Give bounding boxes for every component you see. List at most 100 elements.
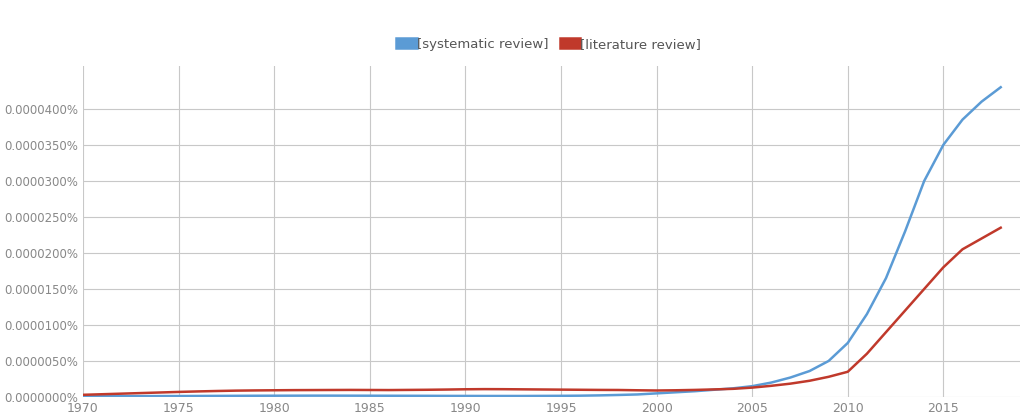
[systematic review] [765, 380, 777, 385]
[systematic review] [498, 393, 510, 398]
[literature review] [154, 390, 166, 395]
[literature review] [364, 388, 376, 393]
[literature review] [115, 391, 127, 396]
[literature review] [459, 387, 471, 392]
[systematic review] [191, 393, 204, 398]
[literature review] [784, 381, 797, 386]
[literature review] [211, 388, 223, 393]
[systematic review] [956, 117, 969, 122]
[systematic review] [478, 393, 490, 398]
[systematic review] [822, 358, 835, 363]
[systematic review] [383, 393, 395, 398]
Legend: [systematic review], [literature review]: [systematic review], [literature review] [396, 32, 707, 56]
[systematic review] [401, 393, 414, 398]
[literature review] [899, 308, 911, 313]
[literature review] [727, 386, 739, 391]
[literature review] [478, 387, 490, 392]
[systematic review] [115, 393, 127, 398]
[systematic review] [937, 142, 949, 147]
[systematic review] [459, 393, 471, 398]
[systematic review] [555, 393, 567, 398]
[systematic review] [842, 340, 854, 345]
[literature review] [555, 387, 567, 392]
[literature review] [937, 265, 949, 270]
Line: [literature review]: [literature review] [83, 228, 1000, 395]
[literature review] [401, 388, 414, 393]
[literature review] [383, 388, 395, 393]
[systematic review] [746, 384, 759, 389]
[literature review] [746, 385, 759, 390]
[literature review] [249, 388, 261, 393]
[literature review] [134, 391, 146, 396]
[systematic review] [364, 393, 376, 398]
[literature review] [919, 287, 931, 292]
Line: [systematic review]: [systematic review] [83, 87, 1000, 396]
[literature review] [344, 388, 356, 393]
[literature review] [708, 387, 720, 392]
[systematic review] [172, 393, 184, 398]
[literature review] [536, 387, 548, 392]
[literature review] [498, 387, 510, 392]
[systematic review] [861, 312, 873, 317]
[systematic review] [994, 85, 1007, 90]
[systematic review] [421, 393, 433, 398]
[systematic review] [632, 392, 644, 397]
[systematic review] [249, 393, 261, 398]
[literature review] [229, 388, 242, 393]
[systematic review] [211, 393, 223, 398]
[systematic review] [784, 375, 797, 380]
[systematic review] [326, 393, 338, 398]
[systematic review] [612, 393, 625, 398]
[literature review] [268, 388, 281, 393]
[literature review] [287, 388, 299, 393]
[systematic review] [229, 393, 242, 398]
[literature review] [994, 225, 1007, 230]
[systematic review] [96, 394, 109, 399]
[literature review] [842, 369, 854, 374]
[literature review] [822, 374, 835, 379]
[systematic review] [134, 393, 146, 398]
[literature review] [77, 392, 89, 397]
[literature review] [172, 389, 184, 394]
[literature review] [670, 388, 682, 393]
[literature review] [765, 383, 777, 388]
[systematic review] [77, 394, 89, 399]
[literature review] [306, 388, 318, 393]
[literature review] [593, 388, 605, 393]
[literature review] [574, 387, 587, 392]
[systematic review] [574, 393, 587, 398]
[literature review] [440, 387, 453, 392]
[systematic review] [593, 393, 605, 398]
[systematic review] [306, 393, 318, 398]
[systematic review] [517, 393, 529, 398]
[literature review] [880, 330, 892, 335]
[systematic review] [727, 386, 739, 391]
[literature review] [612, 388, 625, 393]
[literature review] [421, 387, 433, 392]
[systematic review] [287, 393, 299, 398]
[literature review] [326, 388, 338, 393]
[systematic review] [670, 390, 682, 395]
[literature review] [96, 392, 109, 397]
[systematic review] [689, 389, 701, 394]
[literature review] [861, 351, 873, 356]
[systematic review] [919, 178, 931, 184]
[literature review] [689, 388, 701, 393]
[systematic review] [880, 276, 892, 281]
[systematic review] [804, 369, 816, 374]
[systematic review] [440, 393, 453, 398]
[systematic review] [536, 393, 548, 398]
[literature review] [632, 388, 644, 393]
[systematic review] [154, 393, 166, 398]
[literature review] [650, 388, 663, 393]
[systematic review] [708, 387, 720, 392]
[literature review] [804, 378, 816, 383]
[literature review] [956, 247, 969, 252]
[systematic review] [899, 229, 911, 234]
[literature review] [191, 389, 204, 394]
[systematic review] [650, 391, 663, 396]
[literature review] [976, 236, 988, 241]
[literature review] [517, 387, 529, 392]
[systematic review] [268, 393, 281, 398]
[systematic review] [344, 393, 356, 398]
